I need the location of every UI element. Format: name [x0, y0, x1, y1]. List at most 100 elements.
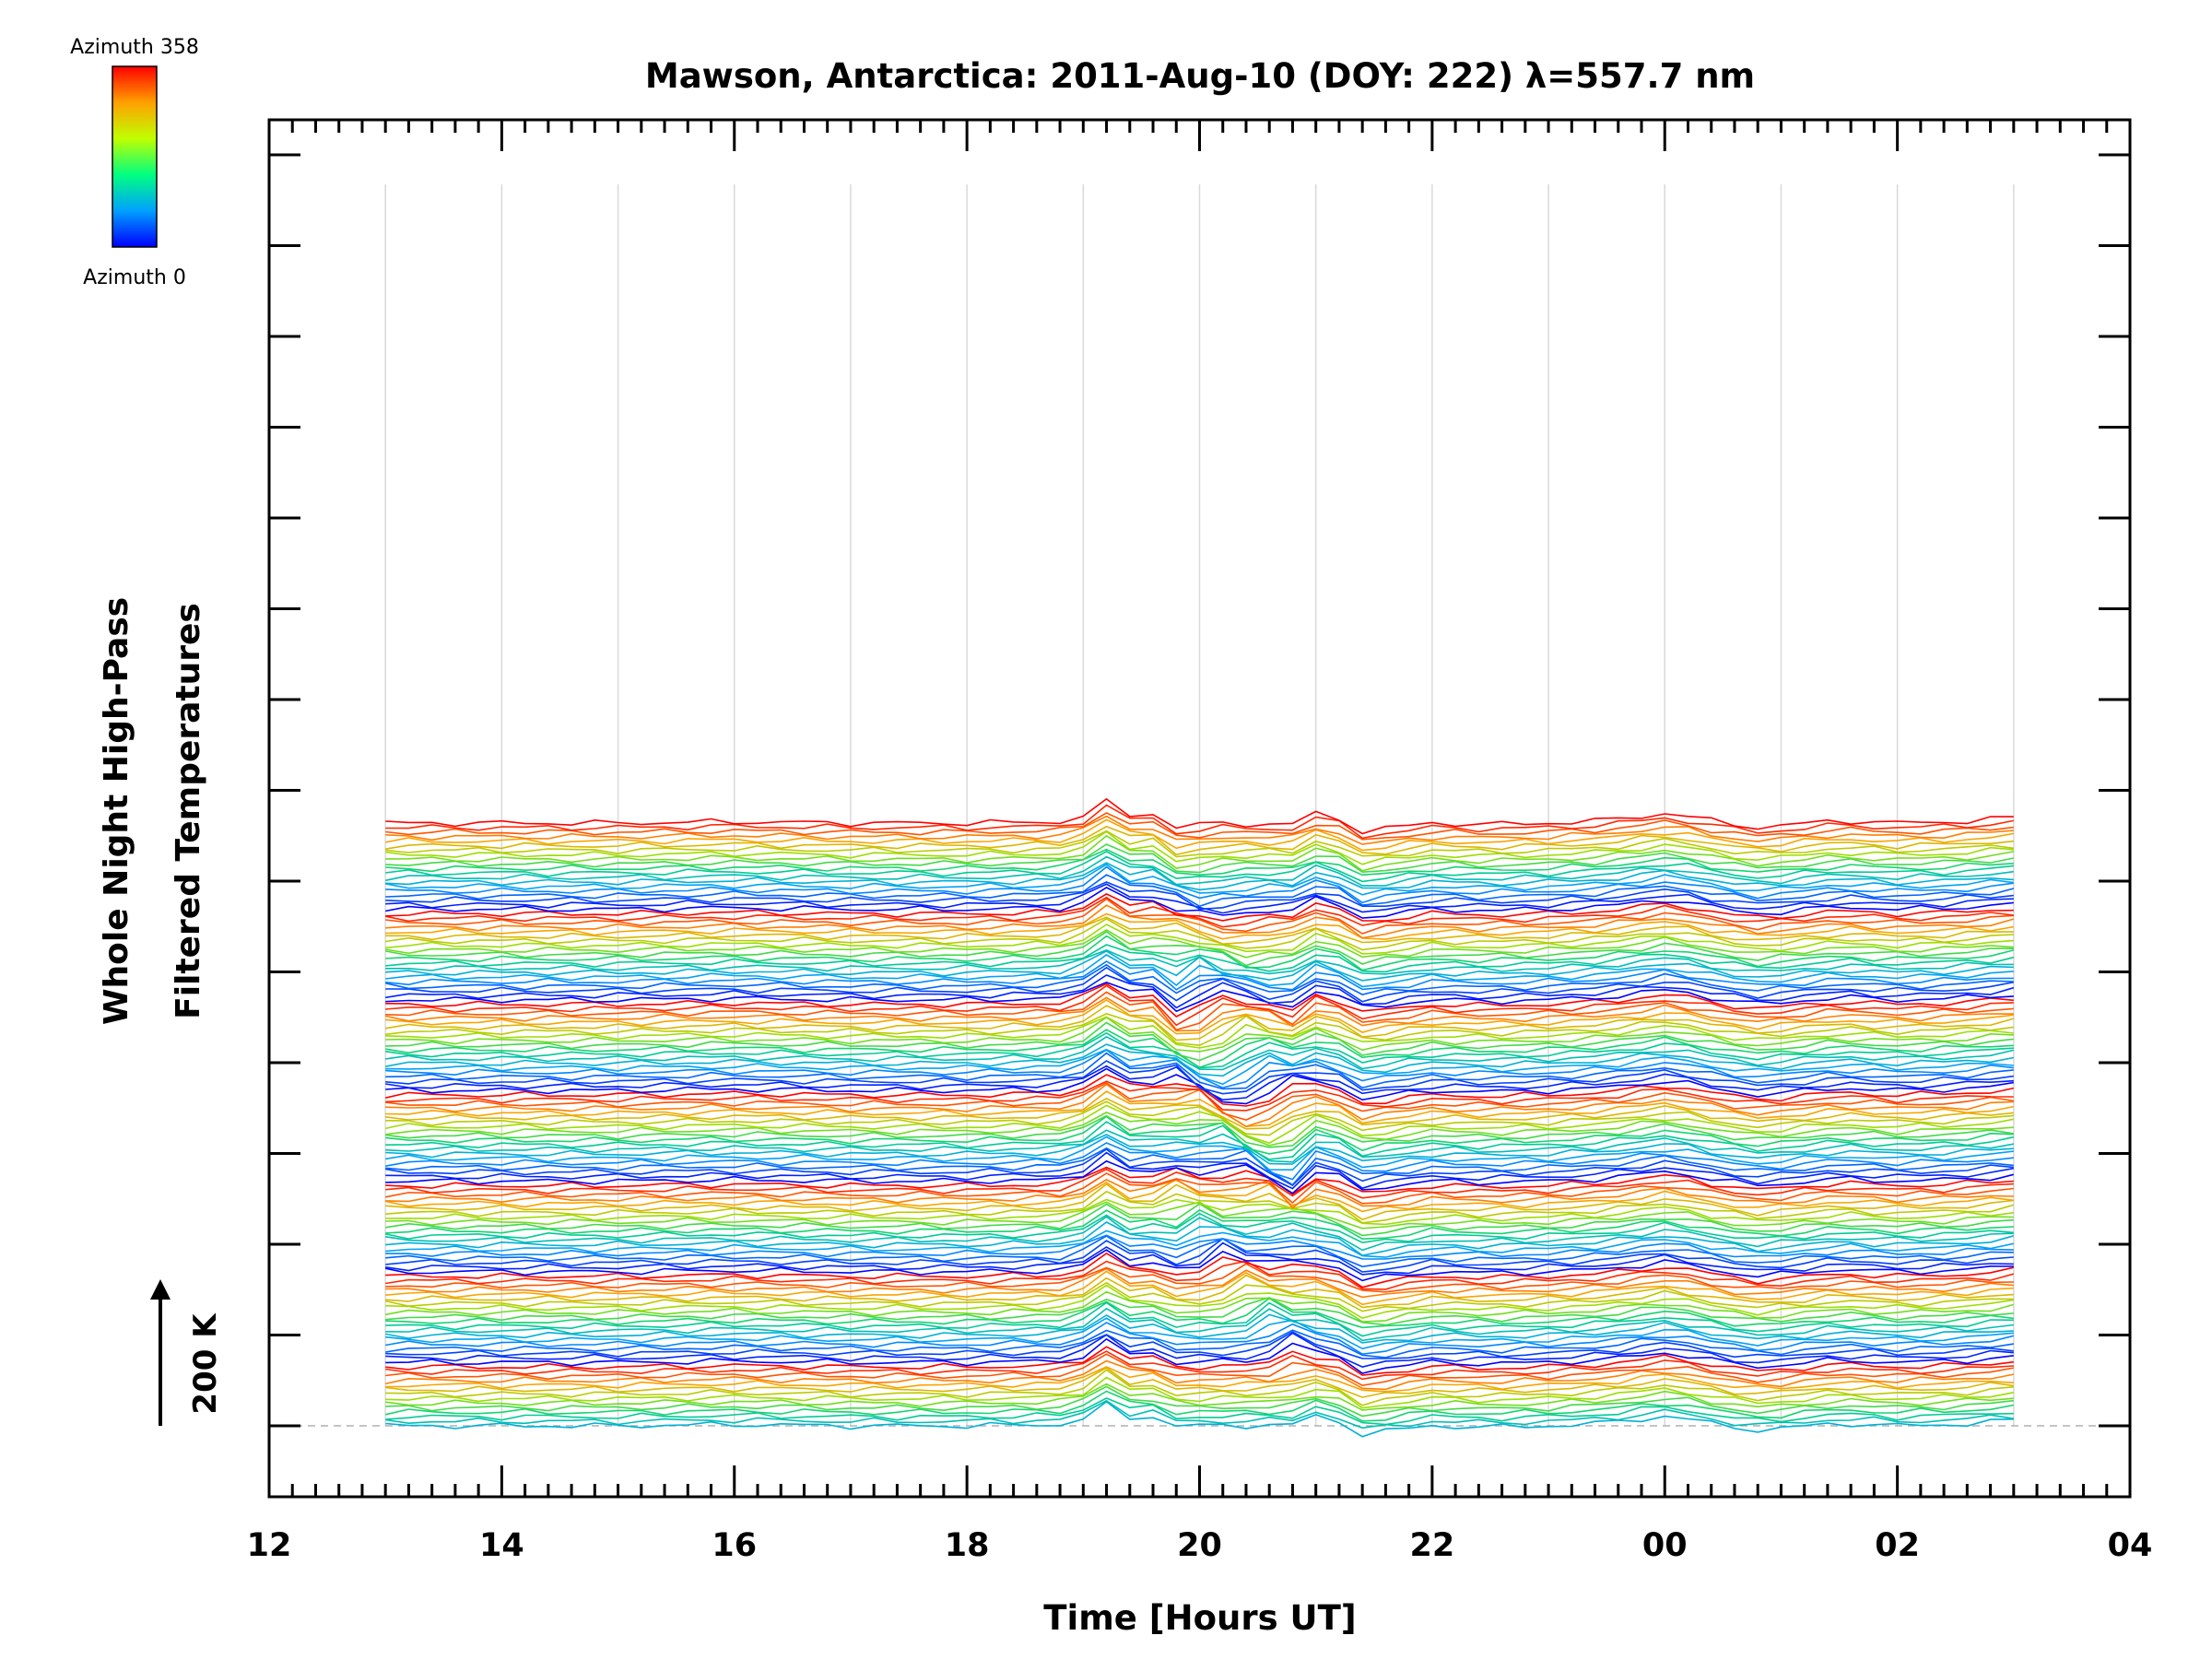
series-line [385, 1134, 2014, 1165]
series-line [385, 944, 2014, 973]
series-line [385, 904, 2015, 939]
series-line [385, 1115, 2014, 1155]
series-line [385, 1297, 2014, 1329]
series-line [385, 1082, 2014, 1121]
series-line [385, 1307, 2014, 1342]
series-line [385, 855, 2014, 887]
series-line [385, 1263, 2014, 1293]
x-tick-label: 02 [1875, 1527, 1920, 1564]
series-line [385, 896, 2014, 928]
scale-bar-label: 200 K [187, 1312, 224, 1415]
series-line [385, 1234, 2014, 1260]
series-line [385, 1067, 2014, 1105]
series-line [385, 886, 2014, 919]
colorbar-legend: Azimuth 358 Azimuth 0 [70, 36, 199, 289]
series-line [385, 1172, 2014, 1205]
series-line [385, 1221, 2015, 1257]
series-line [385, 1284, 2014, 1320]
series-line [385, 1135, 2014, 1171]
series-line [385, 935, 2014, 971]
series-line [385, 1290, 2015, 1323]
series-line [385, 1267, 2014, 1299]
x-tick-label: 20 [1177, 1527, 1222, 1564]
series-line [385, 982, 2014, 1013]
series-line [385, 1281, 2014, 1312]
series-line [385, 1359, 2014, 1391]
series-line [385, 963, 2014, 995]
x-tick-label: 04 [2108, 1527, 2153, 1564]
series-line [385, 1013, 2014, 1047]
series-line [385, 815, 2014, 845]
series-line [385, 1052, 2014, 1090]
series-line [385, 1080, 2014, 1112]
series-line [385, 1399, 2014, 1430]
series-line [385, 1235, 2014, 1268]
series-line [385, 1367, 2014, 1398]
series-line [385, 1329, 2014, 1359]
series-line [385, 1159, 2014, 1194]
series-line [385, 1016, 2014, 1053]
series-line [385, 928, 2014, 959]
series-line [385, 1313, 2014, 1344]
axis-ticks: 12 14 16 18 20 22 00 02 04 [247, 120, 2153, 1564]
colorbar-gradient [112, 65, 158, 248]
series-line [385, 1178, 2014, 1209]
series-line [385, 1166, 2014, 1195]
series-line [385, 1332, 2014, 1368]
series-line [385, 850, 2014, 883]
series-line [385, 966, 2014, 1003]
x-tick-label: 22 [1410, 1527, 1455, 1564]
series-line [385, 1346, 2014, 1376]
series-line [385, 1035, 2014, 1071]
series-line [385, 830, 2014, 865]
series-line [385, 924, 2014, 955]
series-line [385, 883, 2014, 914]
y-axis-label-line-2: Filtered Temperatures [170, 603, 207, 1019]
series-line [385, 1029, 2014, 1068]
series-line [385, 1390, 2014, 1422]
series-line [385, 862, 2014, 891]
series-line [385, 898, 2014, 935]
series-line [385, 1274, 2014, 1309]
series-line [385, 797, 2014, 835]
series-line [385, 1098, 2014, 1130]
chart-title: Mawson, Antarctica: 2011-Aug-10 (DOY: 22… [645, 56, 1755, 96]
series-line [385, 1129, 2014, 1163]
series-line [385, 864, 2014, 896]
series-line [385, 1104, 2014, 1145]
series-line [385, 1249, 2014, 1282]
x-tick-label: 16 [712, 1527, 757, 1564]
series-line [385, 1369, 2014, 1406]
series-line [385, 974, 2015, 1009]
series-line [385, 1112, 2014, 1147]
series-line [385, 991, 2014, 1031]
scale-bar: 200 K [150, 1279, 224, 1426]
series-line [385, 999, 2014, 1035]
series-line [385, 1090, 2014, 1128]
series-line [385, 1208, 2014, 1241]
series-line [385, 843, 2014, 874]
series-line [385, 1048, 2014, 1086]
series-line [385, 954, 2014, 988]
series-line [385, 1147, 2014, 1186]
series-line [385, 1016, 2014, 1049]
series-line [385, 984, 2014, 1027]
series-line [385, 1151, 2014, 1190]
series-line [385, 1198, 2014, 1226]
series-line [385, 881, 2014, 911]
series-line [385, 1216, 2014, 1252]
series-line [385, 1148, 2014, 1187]
series-line [385, 1142, 2014, 1181]
series-line [385, 1230, 2014, 1258]
series-line [385, 865, 2014, 904]
series-line [385, 1212, 2014, 1244]
x-tick-label: 12 [247, 1527, 292, 1564]
series-line [385, 848, 2014, 877]
series-line [385, 812, 2014, 841]
series-line [385, 1114, 2014, 1148]
series-line [385, 916, 2014, 946]
series-line [385, 912, 2014, 940]
series-line [385, 1121, 2014, 1160]
series-line [385, 949, 2014, 975]
